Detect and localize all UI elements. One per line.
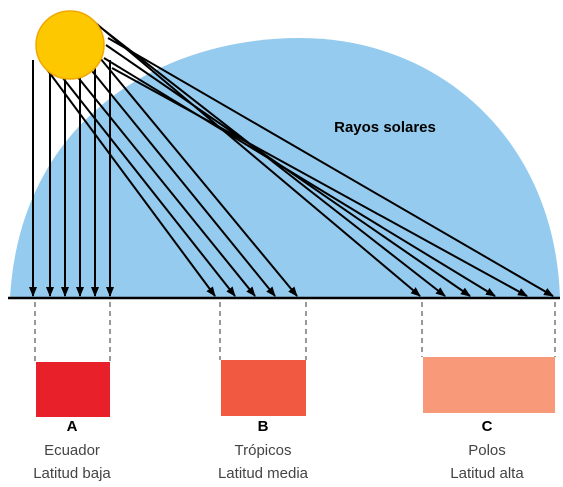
diagram: Rayos solares A Ecuador Latitud baja B Trópi…: [0, 0, 563, 487]
sun: [36, 11, 104, 79]
rays-label: Rayos solares: [334, 119, 436, 136]
energy-box: [36, 362, 110, 417]
zone-letter: A: [67, 418, 78, 435]
zone-name: Trópicos: [235, 442, 292, 459]
zone-letter: C: [482, 418, 493, 435]
zone-letter: B: [258, 418, 269, 435]
zone-name: Polos: [468, 442, 506, 459]
zone-latitude: Latitud baja: [33, 465, 111, 482]
zone-latitude: Latitud media: [218, 465, 309, 482]
energy-box: [423, 357, 555, 413]
zones: A Ecuador Latitud baja B Trópicos Latitud med…: [33, 302, 555, 482]
zone-name: Ecuador: [44, 442, 100, 459]
energy-box: [221, 360, 306, 416]
zone-latitude: Latitud alta: [450, 465, 524, 482]
